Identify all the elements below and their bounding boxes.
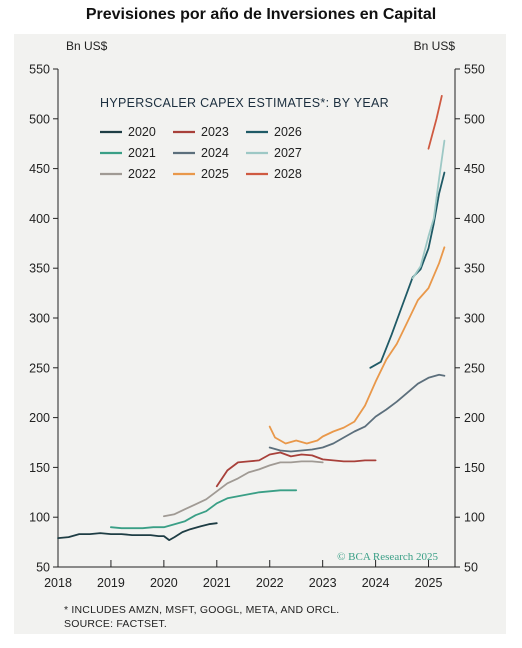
series-line-2024 (268, 373, 446, 453)
y-tick-label-left: 550 (29, 63, 50, 77)
legend-label-2025: 2025 (201, 167, 229, 181)
y-tick-label-left: 400 (29, 212, 50, 226)
legend-label-2028: 2028 (274, 167, 302, 181)
legend-label-2026: 2026 (274, 125, 302, 139)
legend-label-2027: 2027 (274, 146, 302, 160)
y-axis-unit-right: Bn US$ (414, 39, 456, 53)
x-tick-label: 2022 (256, 576, 284, 590)
y-tick-label-right: 300 (464, 312, 485, 326)
series-line-2022 (163, 460, 324, 518)
y-tick-label-left: 450 (29, 162, 50, 176)
y-tick-label-left: 150 (29, 461, 50, 475)
y-axis-unit-left: Bn US$ (66, 39, 108, 53)
capex-chart: 50 50 100 100 150 150 200 200 250 250 300 300 350 350… (29, 39, 485, 590)
series-line-2028 (427, 95, 443, 150)
legend-label-2024: 2024 (201, 146, 229, 160)
y-tick-label-right: 150 (464, 461, 485, 475)
y-tick-label-right: 350 (464, 262, 485, 276)
x-tick-label: 2018 (44, 576, 72, 590)
series-line-2023 (215, 451, 377, 488)
y-tick-label-left: 200 (29, 411, 50, 425)
y-tick-label-right: 400 (464, 212, 485, 226)
series-line-2025 (268, 246, 446, 445)
legend-label-2021: 2021 (128, 146, 156, 160)
footnote-includes: * INCLUDES AMZN, MSFT, GOOGL, META, AND … (64, 604, 340, 616)
y-tick-label-right: 450 (464, 162, 485, 176)
x-tick-label: 2019 (97, 576, 125, 590)
y-tick-label-left: 250 (29, 361, 50, 375)
y-tick-label-right: 50 (464, 561, 478, 575)
series-line-2020 (57, 522, 218, 541)
series-line-2021 (110, 489, 298, 530)
y-tick-label-left: 500 (29, 112, 50, 126)
legend-label-2022: 2022 (128, 167, 156, 181)
legend-label-2020: 2020 (128, 125, 156, 139)
y-tick-label-right: 200 (464, 411, 485, 425)
x-tick-label: 2025 (415, 576, 443, 590)
x-tick-label: 2023 (309, 576, 337, 590)
x-tick-label: 2021 (203, 576, 231, 590)
y-tick-label-left: 50 (36, 561, 50, 575)
y-tick-label-left: 350 (29, 262, 50, 276)
footnote-source: SOURCE: FACTSET. (64, 618, 167, 630)
y-tick-label-right: 550 (464, 63, 485, 77)
page-title: Previsiones por año de Inversiones en Ca… (85, 6, 437, 23)
legend-label-2023: 2023 (201, 125, 229, 139)
y-tick-label-right: 250 (464, 361, 485, 375)
chart-panel: 50 50 100 100 150 150 200 200 250 250 300 300 350 350… (14, 34, 506, 634)
series-line-2026 (369, 171, 446, 369)
y-tick-label-right: 500 (464, 112, 485, 126)
y-tick-label-left: 100 (29, 511, 50, 525)
y-tick-label-right: 100 (464, 511, 485, 525)
series-line-2027 (411, 139, 446, 280)
x-tick-label: 2024 (362, 576, 390, 590)
chart-title: HYPERSCALER CAPEX ESTIMATES*: BY YEAR (100, 96, 389, 110)
credit-text: © BCA Research 2025 (337, 551, 438, 563)
x-tick-label: 2020 (150, 576, 178, 590)
y-tick-label-left: 300 (29, 312, 50, 326)
